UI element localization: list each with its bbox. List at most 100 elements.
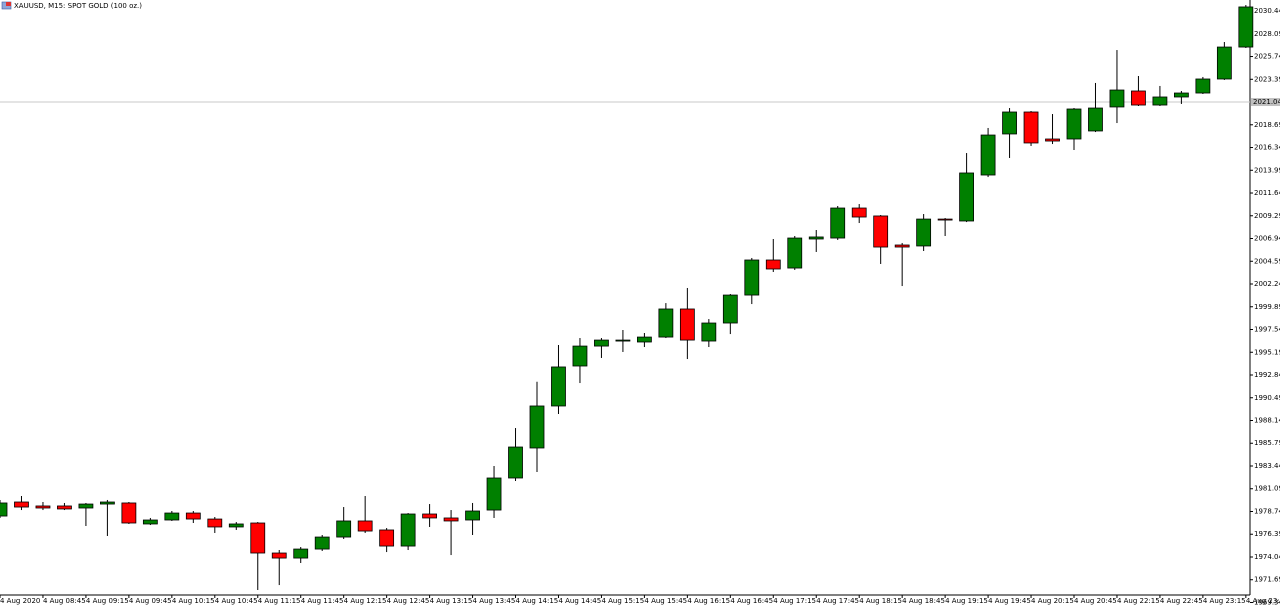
y-tick-label: 2004.59 <box>1254 257 1280 265</box>
y-tick-label: 1995.19 <box>1254 348 1280 356</box>
x-tick-label: 4 Aug 13:45 <box>473 597 516 605</box>
y-tick-label: 1999.89 <box>1254 303 1280 311</box>
candle-body <box>572 345 588 367</box>
candle-body <box>14 501 29 508</box>
x-tick-label: 4 Aug 13:15 <box>430 597 473 605</box>
candle-body <box>400 513 416 547</box>
candle-body <box>357 520 373 532</box>
x-tick-label: 4 Aug 17:45 <box>816 597 859 605</box>
x-tick-label: 4 Aug 16:15 <box>687 597 730 605</box>
candle-body <box>508 446 523 479</box>
candle-body <box>1045 138 1060 142</box>
y-tick-label: 2018.69 <box>1254 121 1280 129</box>
candle-body <box>1002 111 1017 135</box>
candle-body <box>1088 107 1103 132</box>
candle-body <box>121 502 137 524</box>
x-tick-label: 4 Aug 09:15 <box>86 597 129 605</box>
candle-body <box>314 536 330 550</box>
candle-body <box>1131 90 1146 106</box>
candle-body <box>980 134 996 176</box>
y-tick-label: 1983.44 <box>1254 462 1280 470</box>
x-tick-label: 4 Aug 10:15 <box>172 597 215 605</box>
candle-body <box>0 502 8 517</box>
x-tick-label: 4 Aug 12:45 <box>387 597 430 605</box>
candle-body <box>422 513 438 519</box>
x-tick-label: 4 Aug 19:15 <box>945 597 988 605</box>
candle-body <box>271 552 287 559</box>
candle-body <box>529 405 545 449</box>
candle-body <box>293 548 309 559</box>
candle-body <box>594 339 609 347</box>
x-tick-label: 4 Aug 14:45 <box>558 597 601 605</box>
candle-body <box>35 505 51 509</box>
y-tick-label: 2023.39 <box>1254 75 1280 83</box>
candle-body <box>100 501 115 505</box>
candle-body <box>1216 46 1232 80</box>
y-tick-label: 1969.34 <box>1254 598 1280 605</box>
x-tick-label: 4 Aug 10:45 <box>215 597 258 605</box>
candle-body <box>959 172 974 222</box>
candle-body <box>164 512 180 521</box>
x-tick-label: 4 Aug 11:15 <box>258 597 301 605</box>
candle-body <box>1066 108 1082 140</box>
candle-body <box>1023 111 1039 144</box>
candle-body <box>336 520 352 538</box>
candle-body <box>1152 96 1168 106</box>
candle-body <box>379 529 395 547</box>
x-tick-label: 4 Aug 22:45 <box>1160 597 1203 605</box>
symbol-icon-flag <box>6 2 11 6</box>
y-tick-label: 2002.24 <box>1254 280 1280 288</box>
y-tick-label: 2028.09 <box>1254 30 1280 38</box>
x-tick-label: 4 Aug 16:45 <box>730 597 773 605</box>
candle-body <box>937 218 953 221</box>
candle-body <box>765 259 781 270</box>
x-tick-label: 4 Aug 23:45 <box>1246 597 1280 605</box>
y-tick-label: 1978.74 <box>1254 507 1280 515</box>
y-tick-label: 1997.54 <box>1254 326 1280 334</box>
price-label: 2021.04 <box>1253 98 1280 106</box>
y-tick-label: 2009.29 <box>1254 212 1280 220</box>
x-tick-label: 4 Aug 11:45 <box>301 597 344 605</box>
candle-body <box>701 322 717 342</box>
candle-body <box>637 336 652 343</box>
chart-title: XAUUSD, M15: SPOT GOLD (100 oz.) <box>14 2 142 10</box>
candle-body <box>808 236 824 240</box>
x-tick-label: 4 Aug 15:15 <box>601 597 644 605</box>
candle-body <box>894 244 910 248</box>
price-label-box <box>1251 98 1280 107</box>
x-tick-label: 4 Aug 22:15 <box>1117 597 1160 605</box>
candle-body <box>57 505 72 510</box>
candle-body <box>787 237 803 269</box>
candle-body <box>142 519 158 525</box>
candle-body <box>615 339 631 342</box>
candle-body <box>830 207 846 239</box>
y-tick-label: 2025.74 <box>1254 53 1280 61</box>
candle-body <box>486 477 502 511</box>
x-tick-label: 4 Aug 14:15 <box>516 597 559 605</box>
candle-body <box>250 522 266 554</box>
y-tick-label: 2011.64 <box>1254 189 1280 197</box>
candle-body <box>443 517 459 522</box>
candle-body <box>851 207 867 218</box>
y-tick-label: 1990.49 <box>1254 394 1280 402</box>
x-tick-label: 4 Aug 23:15 <box>1203 597 1246 605</box>
y-tick-label: 1976.39 <box>1254 530 1280 538</box>
candle-body <box>722 294 738 324</box>
candle-body <box>916 218 932 247</box>
x-tick-label: 4 Aug 18:15 <box>859 597 902 605</box>
y-tick-label: 1981.09 <box>1254 485 1280 493</box>
candle-body <box>1238 6 1254 48</box>
y-tick-label: 1971.69 <box>1254 576 1280 584</box>
candle-body <box>1109 89 1125 108</box>
y-tick-label: 2013.99 <box>1254 166 1280 174</box>
x-tick-label: 4 Aug 09:45 <box>129 597 172 605</box>
candle-body <box>551 366 566 407</box>
candle-body <box>207 518 223 528</box>
x-tick-label: 4 Aug 20:15 <box>1031 597 1074 605</box>
x-tick-label: 4 Aug 08:45 <box>43 597 86 605</box>
x-tick-label: 4 Aug 12:15 <box>344 597 387 605</box>
candle-body <box>185 512 201 520</box>
x-tick-label: 4 Aug 17:15 <box>773 597 816 605</box>
